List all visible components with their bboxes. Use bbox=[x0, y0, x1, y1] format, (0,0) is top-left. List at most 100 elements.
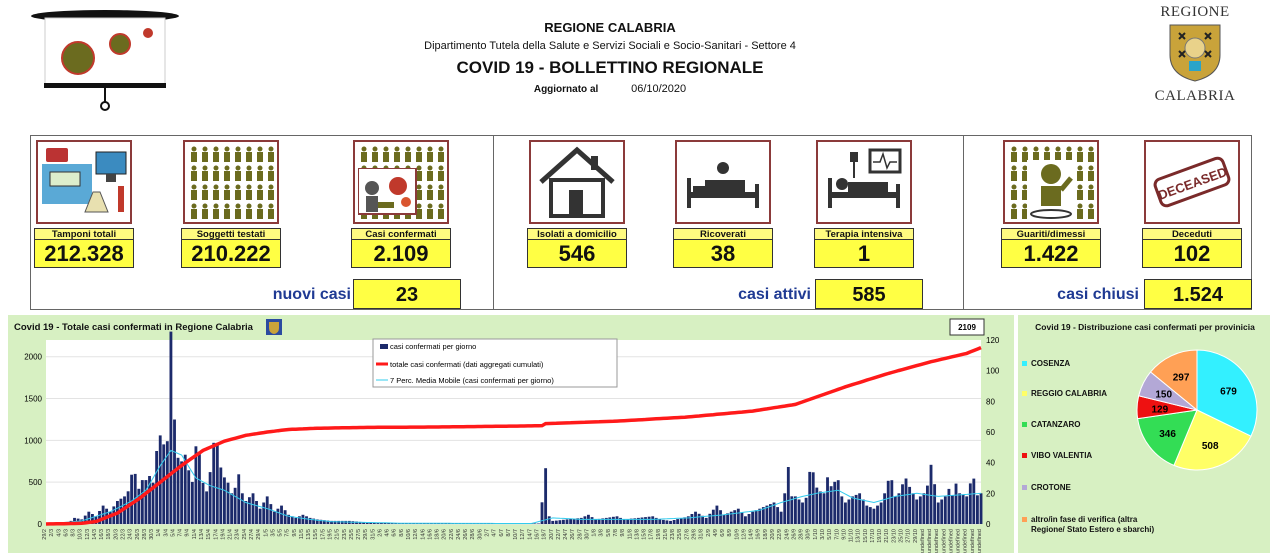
person-figure-icon bbox=[246, 165, 252, 181]
virus-patient-icon bbox=[353, 140, 449, 224]
daily-bar bbox=[137, 488, 141, 524]
x-tick-label: 13/undefined bbox=[963, 529, 969, 553]
daily-bar bbox=[205, 491, 209, 524]
x-tick-label: 16/3 bbox=[99, 529, 105, 540]
x-tick-label: 22/9 bbox=[777, 529, 783, 540]
daily-bar bbox=[697, 513, 701, 524]
legend-swatch bbox=[1022, 453, 1027, 459]
daily-bar bbox=[355, 521, 358, 524]
daily-bar bbox=[751, 511, 755, 524]
pie-legend-item: CATANZARO bbox=[1022, 420, 1132, 430]
x-tick-label: 12/3 bbox=[85, 529, 91, 540]
x-tick-label: 26/3 bbox=[135, 529, 141, 540]
legend-swatch bbox=[1022, 391, 1027, 397]
x-tick-label: 1/10 bbox=[813, 529, 819, 540]
daily-bar bbox=[365, 522, 369, 524]
daily-bar bbox=[879, 502, 883, 524]
daily-bar bbox=[198, 454, 201, 524]
daily-bar bbox=[273, 511, 276, 524]
x-axis-ticks: 29/2 2/3 4/3 6/3 8/3 10/3 12/3 14/3 16/3 18/3 20/3… bbox=[42, 529, 983, 553]
x-tick-label: 12/7 bbox=[520, 529, 526, 540]
x-tick-label: 30/9 bbox=[806, 529, 812, 540]
stat-value: 2.109 bbox=[351, 240, 451, 268]
daily-bar bbox=[961, 494, 965, 524]
x-tick-label: 13/8 bbox=[634, 529, 640, 540]
person-figure-icon bbox=[268, 184, 274, 200]
stat-value: 546 bbox=[527, 240, 627, 268]
x-tick-label: 10/6 bbox=[406, 529, 412, 540]
person-figure-icon bbox=[394, 146, 400, 162]
region-logo: REGIONE CALABRIA bbox=[1140, 4, 1250, 108]
x-tick-label: 28/9 bbox=[799, 529, 805, 540]
x-tick-label: 1/4 bbox=[156, 529, 162, 537]
new-cases-value: 23 bbox=[353, 279, 461, 309]
person-figure-icon bbox=[438, 203, 444, 219]
x-tick-label: 5/5 bbox=[278, 529, 284, 537]
panel-divider bbox=[963, 136, 964, 309]
people-grid-graphic bbox=[191, 146, 274, 219]
legend-box bbox=[372, 338, 618, 388]
person-figure-icon bbox=[213, 184, 219, 200]
deceased-stamp-icon: DECEASED bbox=[1144, 140, 1240, 224]
daily-bar bbox=[686, 516, 690, 524]
x-tick-label: 24/7 bbox=[563, 529, 569, 540]
x-tick-label: 29/5 bbox=[363, 529, 369, 540]
x-tick-label: 29/2 bbox=[42, 529, 48, 540]
stat-card-guariti: Guariti/dimessi 1.422 bbox=[1001, 140, 1101, 268]
x-tick-label: 25/4 bbox=[242, 529, 248, 540]
x-tick-label: 10/9 bbox=[734, 529, 740, 540]
daily-bar bbox=[858, 493, 862, 524]
daily-bar bbox=[629, 518, 633, 524]
person-figure-icon bbox=[202, 203, 208, 219]
stat-card-deceduti: DECEASED Deceduti 102 bbox=[1142, 140, 1242, 268]
daily-bar bbox=[861, 499, 865, 524]
daily-bar bbox=[633, 518, 637, 525]
person-figure-icon bbox=[202, 184, 208, 200]
daily-bar bbox=[290, 516, 294, 524]
daily-bar bbox=[533, 523, 537, 524]
daily-bar bbox=[276, 508, 280, 524]
daily-bar bbox=[786, 467, 790, 524]
daily-bar bbox=[669, 520, 672, 524]
person-figure-icon bbox=[1011, 165, 1017, 181]
daily-bar bbox=[298, 516, 301, 524]
daily-bar bbox=[387, 522, 391, 524]
daily-bar bbox=[98, 511, 101, 524]
person-figure-icon bbox=[1088, 165, 1094, 181]
person-figure-icon bbox=[1077, 184, 1083, 200]
daily-bar bbox=[722, 514, 726, 524]
daily-bar bbox=[897, 493, 901, 524]
daily-bar bbox=[662, 519, 665, 524]
daily-bar bbox=[744, 516, 747, 524]
x-tick-label: 14/6 bbox=[420, 529, 426, 540]
x-tick-label: 7/10 bbox=[834, 529, 840, 540]
x-tick-label: 18/9 bbox=[763, 529, 769, 540]
x-tick-label: 29/8 bbox=[692, 529, 698, 540]
daily-bar bbox=[376, 522, 380, 524]
person-figure-icon bbox=[191, 165, 197, 181]
person-figure-icon bbox=[202, 165, 208, 181]
x-tick-label: 10/7 bbox=[513, 529, 519, 540]
person-figure-icon bbox=[383, 146, 389, 162]
x-tick-label: 20/7 bbox=[549, 529, 555, 540]
recovered-person-icon bbox=[1003, 140, 1099, 224]
daily-bar bbox=[901, 484, 904, 524]
daily-bar bbox=[187, 470, 191, 524]
stat-label: Deceduti bbox=[1142, 228, 1242, 240]
pie-slice bbox=[1196, 349, 1258, 437]
chart-legend: casi confermati per giorno totale casi c… bbox=[372, 338, 618, 388]
house-icon bbox=[529, 140, 625, 224]
stat-card-soggetti: Soggetti testati 210.222 bbox=[181, 140, 281, 268]
daily-bar bbox=[683, 517, 687, 524]
stat-card-terapia: Terapia intensiva 1 bbox=[814, 140, 914, 268]
x-tick-label: 30/6 bbox=[477, 529, 483, 540]
daily-bar bbox=[165, 441, 169, 524]
x-tick-label: 19/8 bbox=[656, 529, 662, 540]
daily-bar bbox=[590, 517, 594, 524]
closed-cases-label: casi chiusi bbox=[1057, 286, 1139, 303]
pie-legend-item: altro/in fase di verifica (altra Regione… bbox=[1022, 515, 1162, 535]
daily-bar bbox=[133, 473, 137, 524]
daily-bar bbox=[240, 493, 244, 524]
stat-value: 1 bbox=[814, 240, 914, 268]
x-tick-label: 15/5 bbox=[313, 529, 319, 540]
